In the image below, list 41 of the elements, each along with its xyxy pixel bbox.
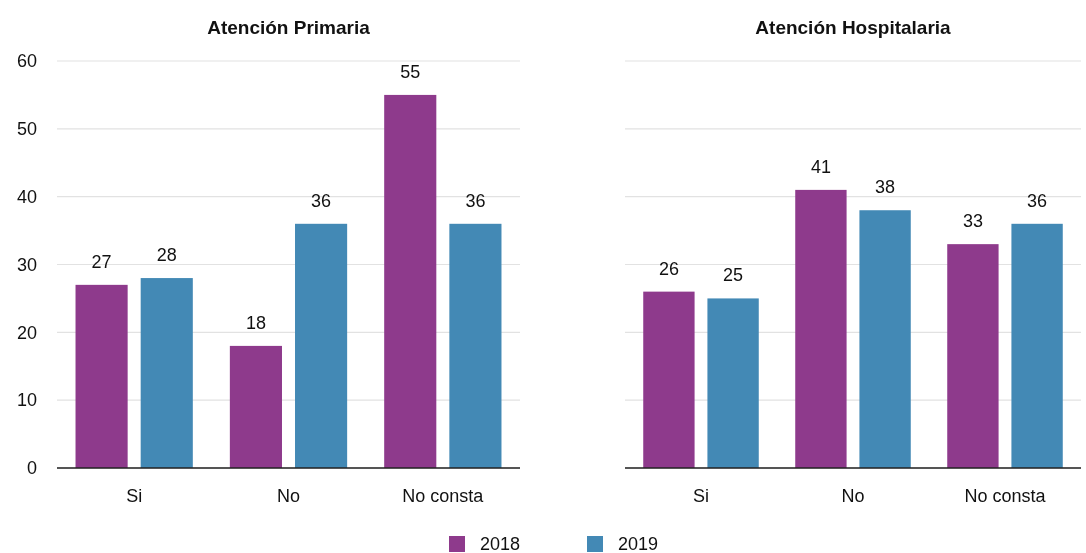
x-tick-label: No consta [402,486,485,506]
bar [384,94,437,468]
y-tick-label: 10 [16,390,37,411]
data-label: 36 [1027,190,1048,211]
x-tick-label: Si [692,486,710,506]
data-label: 26 [658,258,679,279]
x-tick-label: No [276,486,301,506]
y-tick-label: 40 [16,186,37,207]
bar [1011,223,1063,468]
bar [229,345,282,468]
data-label: 36 [311,190,332,211]
x-tick-label: No consta [964,486,1047,506]
bar [707,298,759,468]
x-tick-label: Si [126,486,143,506]
legend-label: 2019 [618,534,659,553]
y-tick-label: 60 [16,51,37,72]
chart-title: Atención Hospitalaria [755,17,952,38]
data-label: 41 [810,156,831,177]
bar [859,210,911,468]
y-tick-label: 20 [16,322,37,343]
data-label: 28 [156,245,177,266]
x-tick-label: No [841,486,865,506]
legend-label: 2018 [480,534,521,553]
bar [75,284,128,468]
data-label: 18 [245,312,266,333]
data-label: 27 [91,251,112,272]
bar [643,291,695,468]
bar [295,223,348,468]
data-label: 38 [875,177,896,198]
bar [795,189,847,468]
y-tick-label: 0 [26,458,37,479]
data-label: 33 [962,211,983,232]
bar [449,223,502,468]
bar [947,244,999,468]
y-tick-label: 50 [16,119,37,140]
data-label: 55 [400,61,421,82]
data-label: 36 [465,190,486,211]
bar [140,278,193,468]
data-label: 25 [723,265,744,286]
chart-title: Atención Primaria [207,17,371,38]
y-tick-label: 30 [16,254,37,275]
